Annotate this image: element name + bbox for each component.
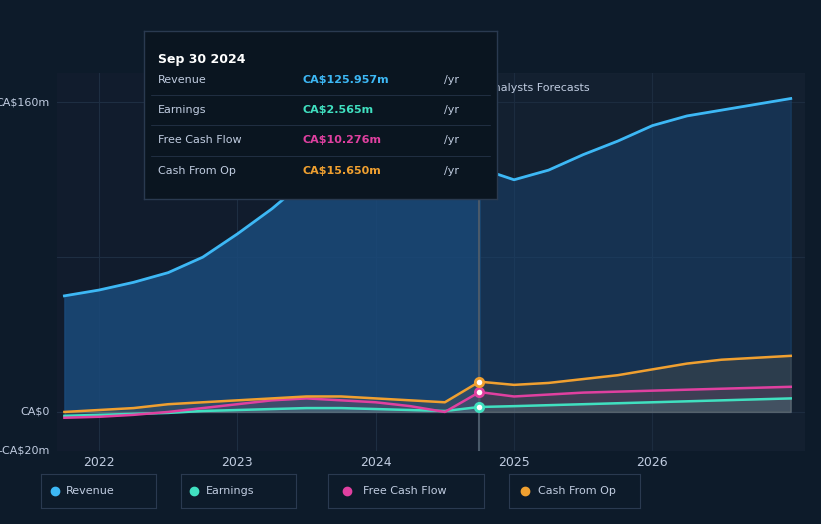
Text: Sep 30 2024: Sep 30 2024: [158, 53, 245, 66]
Text: Free Cash Flow: Free Cash Flow: [363, 486, 447, 496]
Text: Cash From Op: Cash From Op: [538, 486, 616, 496]
Text: CA$160m: CA$160m: [0, 97, 50, 107]
Text: /yr: /yr: [443, 105, 459, 115]
Text: CA$2.565m: CA$2.565m: [302, 105, 374, 115]
Text: Revenue: Revenue: [67, 486, 115, 496]
Bar: [479, 73, 805, 451]
Text: -CA$20m: -CA$20m: [0, 445, 50, 456]
Text: Revenue: Revenue: [158, 75, 207, 85]
Text: Free Cash Flow: Free Cash Flow: [158, 135, 241, 145]
Text: CA$15.650m: CA$15.650m: [302, 166, 381, 176]
Text: CA$0: CA$0: [21, 407, 50, 417]
Text: CA$10.276m: CA$10.276m: [302, 135, 382, 145]
Text: Cash From Op: Cash From Op: [158, 166, 236, 176]
Text: /yr: /yr: [443, 75, 459, 85]
Text: Past: Past: [453, 83, 477, 93]
Text: /yr: /yr: [443, 166, 459, 176]
Text: Analysts Forecasts: Analysts Forecasts: [486, 83, 590, 93]
Text: CA$125.957m: CA$125.957m: [302, 75, 389, 85]
Text: /yr: /yr: [443, 135, 459, 145]
Text: Earnings: Earnings: [206, 486, 255, 496]
Text: Earnings: Earnings: [158, 105, 206, 115]
